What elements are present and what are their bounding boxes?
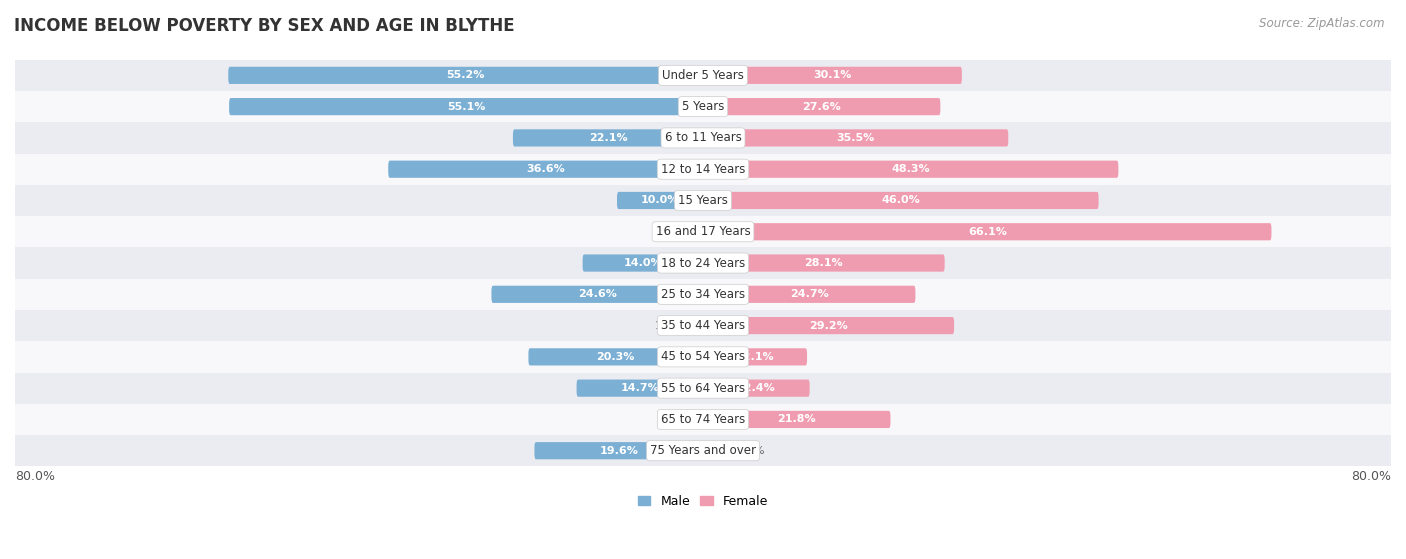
- Text: 30.1%: 30.1%: [813, 70, 852, 80]
- Bar: [15, 372, 1391, 404]
- FancyBboxPatch shape: [529, 348, 703, 366]
- Text: INCOME BELOW POVERTY BY SEX AND AGE IN BLYTHE: INCOME BELOW POVERTY BY SEX AND AGE IN B…: [14, 17, 515, 35]
- FancyBboxPatch shape: [692, 317, 703, 334]
- FancyBboxPatch shape: [703, 254, 945, 272]
- Bar: [15, 248, 1391, 279]
- Bar: [15, 310, 1391, 341]
- Bar: [15, 279, 1391, 310]
- Text: 10.0%: 10.0%: [641, 196, 679, 206]
- Bar: [15, 185, 1391, 216]
- Text: 35.5%: 35.5%: [837, 133, 875, 143]
- Text: 2.8%: 2.8%: [735, 446, 765, 456]
- Text: 46.0%: 46.0%: [882, 196, 920, 206]
- FancyBboxPatch shape: [703, 67, 962, 84]
- Text: 36.6%: 36.6%: [526, 164, 565, 174]
- Text: 45 to 54 Years: 45 to 54 Years: [661, 350, 745, 363]
- Text: 20.3%: 20.3%: [596, 352, 636, 362]
- FancyBboxPatch shape: [617, 192, 703, 209]
- Text: 12.4%: 12.4%: [737, 383, 776, 393]
- Bar: [15, 435, 1391, 466]
- Text: 5 Years: 5 Years: [682, 100, 724, 113]
- Text: 18 to 24 Years: 18 to 24 Years: [661, 257, 745, 269]
- Text: 0.0%: 0.0%: [666, 227, 695, 237]
- Bar: [15, 91, 1391, 122]
- Bar: [15, 341, 1391, 372]
- Text: 6 to 11 Years: 6 to 11 Years: [665, 131, 741, 144]
- Text: 29.2%: 29.2%: [810, 321, 848, 330]
- Bar: [15, 404, 1391, 435]
- FancyBboxPatch shape: [703, 223, 1271, 240]
- Text: 14.0%: 14.0%: [623, 258, 662, 268]
- FancyBboxPatch shape: [703, 286, 915, 303]
- Text: 65 to 74 Years: 65 to 74 Years: [661, 413, 745, 426]
- Text: 14.7%: 14.7%: [620, 383, 659, 393]
- FancyBboxPatch shape: [703, 348, 807, 366]
- FancyBboxPatch shape: [513, 129, 703, 146]
- Text: 24.6%: 24.6%: [578, 290, 617, 299]
- FancyBboxPatch shape: [388, 160, 703, 178]
- FancyBboxPatch shape: [703, 380, 810, 397]
- Text: 15 Years: 15 Years: [678, 194, 728, 207]
- Text: 24.7%: 24.7%: [790, 290, 828, 299]
- FancyBboxPatch shape: [703, 129, 1008, 146]
- Text: 55.2%: 55.2%: [447, 70, 485, 80]
- Text: 35 to 44 Years: 35 to 44 Years: [661, 319, 745, 332]
- FancyBboxPatch shape: [703, 160, 1118, 178]
- Text: 80.0%: 80.0%: [1351, 470, 1391, 483]
- FancyBboxPatch shape: [576, 380, 703, 397]
- Bar: [15, 60, 1391, 91]
- Text: 21.8%: 21.8%: [778, 414, 815, 424]
- FancyBboxPatch shape: [582, 254, 703, 272]
- Text: 12 to 14 Years: 12 to 14 Years: [661, 163, 745, 176]
- Text: 0.0%: 0.0%: [666, 414, 695, 424]
- Text: 19.6%: 19.6%: [599, 446, 638, 456]
- FancyBboxPatch shape: [703, 317, 955, 334]
- Bar: [15, 122, 1391, 154]
- Text: 80.0%: 80.0%: [15, 470, 55, 483]
- FancyBboxPatch shape: [703, 442, 727, 459]
- FancyBboxPatch shape: [534, 442, 703, 459]
- Legend: Male, Female: Male, Female: [633, 490, 773, 513]
- FancyBboxPatch shape: [703, 411, 890, 428]
- Text: 55.1%: 55.1%: [447, 102, 485, 112]
- FancyBboxPatch shape: [229, 98, 703, 115]
- Text: 1.3%: 1.3%: [655, 321, 683, 330]
- Bar: [15, 216, 1391, 248]
- Text: Under 5 Years: Under 5 Years: [662, 69, 744, 82]
- Bar: [15, 154, 1391, 185]
- Text: 48.3%: 48.3%: [891, 164, 929, 174]
- Text: Source: ZipAtlas.com: Source: ZipAtlas.com: [1260, 17, 1385, 30]
- Text: 25 to 34 Years: 25 to 34 Years: [661, 288, 745, 301]
- Text: 16 and 17 Years: 16 and 17 Years: [655, 225, 751, 238]
- FancyBboxPatch shape: [703, 98, 941, 115]
- FancyBboxPatch shape: [228, 67, 703, 84]
- Text: 66.1%: 66.1%: [967, 227, 1007, 237]
- Text: 27.6%: 27.6%: [803, 102, 841, 112]
- Text: 22.1%: 22.1%: [589, 133, 627, 143]
- Text: 12.1%: 12.1%: [735, 352, 775, 362]
- Text: 55 to 64 Years: 55 to 64 Years: [661, 382, 745, 395]
- Text: 75 Years and over: 75 Years and over: [650, 444, 756, 457]
- FancyBboxPatch shape: [492, 286, 703, 303]
- Text: 28.1%: 28.1%: [804, 258, 844, 268]
- FancyBboxPatch shape: [703, 192, 1098, 209]
